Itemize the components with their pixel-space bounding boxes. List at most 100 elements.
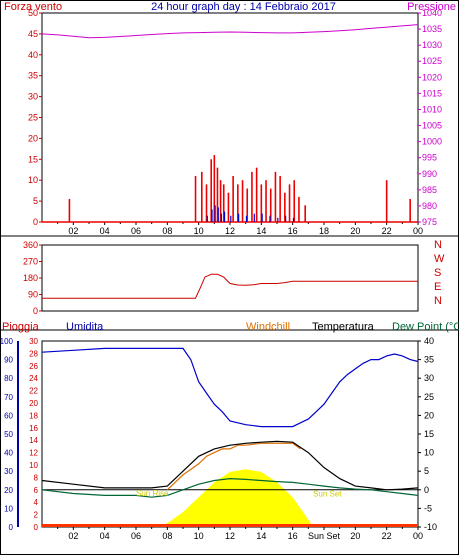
humidity-line (41, 347, 419, 428)
x-tick-label: 10 (194, 531, 204, 541)
wind-tick-label: 50 (28, 8, 38, 18)
panel-wind-direction-frame (41, 244, 419, 312)
humidity-tick-label: 90 (4, 356, 13, 365)
x-tick-label: 02 (68, 531, 78, 541)
rain-tick-label: 0 (34, 523, 39, 532)
rain-tick-label: 26 (29, 362, 38, 371)
temperature-tick-label: 30 (424, 373, 434, 383)
x-tick-label: 22 (382, 531, 392, 541)
temperature-tick-label: 35 (424, 355, 434, 365)
humidity-tick-label: 40 (4, 449, 13, 458)
rain-tick-label: 18 (29, 411, 38, 420)
legend-entry: Windchill (246, 321, 290, 333)
dew-point-line (41, 477, 419, 498)
temperature-tick-label: -5 (424, 503, 432, 513)
x-tick-label: 00 (413, 531, 423, 541)
direction-line (42, 273, 418, 299)
temperature-line (41, 440, 419, 491)
rain-tick-label: 12 (29, 449, 38, 458)
compass-label: W (434, 253, 445, 265)
rain-tick-label: 30 (29, 337, 38, 346)
x-tick-label: 00 (413, 226, 423, 236)
legend-entry: Pioggia (2, 321, 40, 333)
pressure-tick-label: 975 (422, 217, 437, 227)
chart-title: 24 hour graph day : 14 Febbraio 2017 (151, 1, 336, 13)
x-tick-label: 08 (162, 226, 172, 236)
pressure-line (41, 24, 419, 39)
humidity-tick-label: 100 (0, 337, 14, 346)
temperature-tick-label: 25 (424, 392, 434, 402)
sunset-label: Sun Set (313, 489, 342, 498)
rain-tick-label: 2 (34, 511, 39, 520)
rain-tick-label: 28 (29, 349, 38, 358)
x-tick-label: 16 (288, 531, 298, 541)
humidity-tick-label: 20 (4, 486, 13, 495)
x-tick-label: 06 (131, 226, 141, 236)
rain-tick-label: 10 (29, 461, 38, 470)
sunrise-label: Sun Rise (136, 489, 169, 498)
x-tick-label: 06 (131, 531, 141, 541)
temperature-tick-label: 5 (424, 466, 429, 476)
direction-tick-label: 270 (23, 257, 38, 267)
pressure-tick-label: 990 (422, 169, 437, 179)
direction-tick-label: 90 (28, 290, 38, 300)
pressure-tick-label: 1010 (422, 104, 442, 114)
wind-tick-label: 10 (28, 175, 38, 185)
temperature-tick-label: 10 (424, 448, 434, 458)
rain-tick-label: 16 (29, 424, 38, 433)
direction-tick-label: 180 (23, 273, 38, 283)
x-tick-label: Sun Set (308, 531, 341, 541)
pressure-tick-label: 1015 (422, 88, 442, 98)
compass-label: N (434, 239, 442, 251)
temperature-tick-label: 15 (424, 429, 434, 439)
x-tick-label: 08 (162, 531, 172, 541)
x-tick-label: 20 (350, 226, 360, 236)
direction-tick-label: 0 (33, 306, 38, 316)
humidity-tick-label: 80 (4, 374, 13, 383)
wind-tick-label: 40 (28, 50, 38, 60)
x-tick-label: 18 (319, 226, 329, 236)
pressure-tick-label: 995 (422, 153, 437, 163)
temperature-tick-label: 0 (424, 485, 429, 495)
humidity-tick-label: 50 (4, 430, 13, 439)
wind-tick-label: 5 (33, 196, 38, 206)
pressure-axis-title: Pressione (407, 1, 456, 13)
wind-tick-label: 0 (33, 217, 38, 227)
x-tick-label: 16 (288, 226, 298, 236)
pressure-tick-label: 1035 (422, 24, 442, 34)
compass-label: E (434, 281, 441, 293)
wind-tick-label: 45 (28, 29, 38, 39)
pressure-tick-label: 1025 (422, 56, 442, 66)
compass-label: N (434, 295, 442, 307)
rain-tick-label: 22 (29, 387, 38, 396)
humidity-tick-label: 10 (4, 504, 13, 513)
windchill-line (166, 442, 301, 491)
pressure-tick-label: 1000 (422, 137, 442, 147)
wind-tick-label: 20 (28, 133, 38, 143)
x-tick-label: 02 (68, 226, 78, 236)
wind-tick-label: 15 (28, 154, 38, 164)
direction-tick-label: 360 (23, 240, 38, 250)
temperature-tick-label: 20 (424, 410, 434, 420)
pressure-tick-label: 980 (422, 201, 437, 211)
rain-tick-label: 20 (29, 399, 38, 408)
rain-tick-label: 24 (29, 374, 38, 383)
rain-tick-label: 8 (34, 473, 39, 482)
x-tick-label: 22 (382, 226, 392, 236)
x-tick-label: 12 (225, 226, 235, 236)
x-tick-label: 04 (100, 531, 110, 541)
rain-tick-label: 6 (34, 486, 39, 495)
wind-tick-label: 30 (28, 92, 38, 102)
panel-wind-pressure-frame (41, 12, 419, 223)
rain-tick-label: 14 (29, 436, 38, 445)
wind-tick-label: 35 (28, 71, 38, 81)
pressure-tick-label: 985 (422, 185, 437, 195)
x-tick-label: 14 (256, 226, 266, 236)
humidity-tick-label: 30 (4, 467, 13, 476)
x-tick-label: 10 (194, 226, 204, 236)
humidity-tick-label: 0 (9, 523, 14, 532)
compass-label: S (434, 267, 441, 279)
rain-tick-label: 4 (34, 498, 39, 507)
pressure-tick-label: 1020 (422, 72, 442, 82)
